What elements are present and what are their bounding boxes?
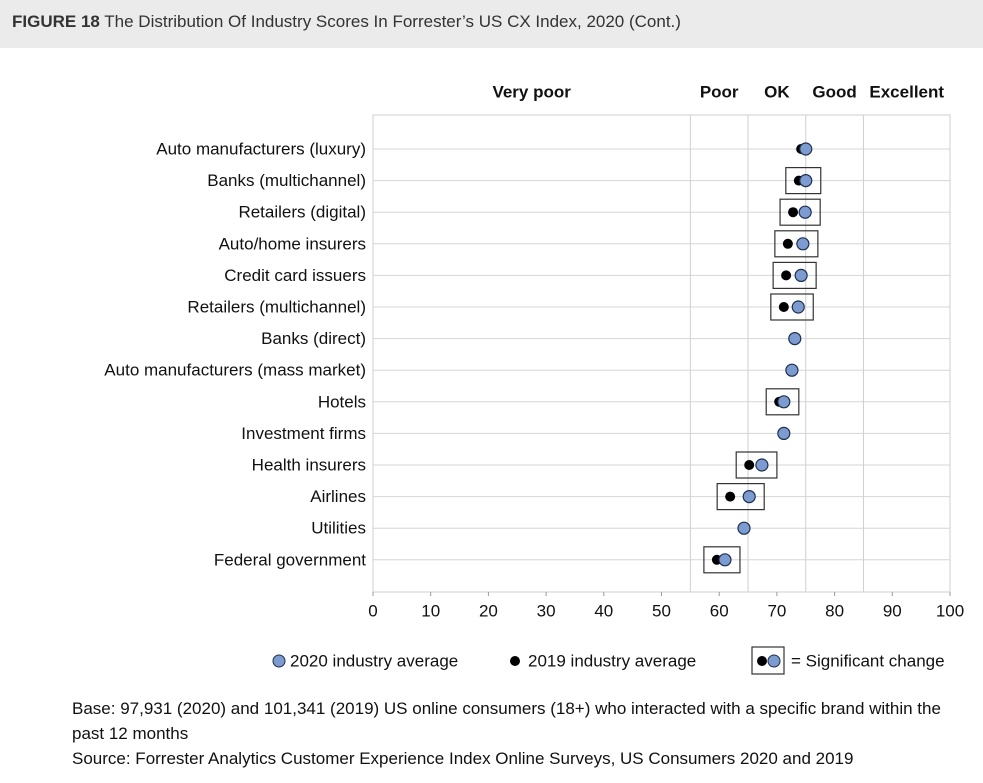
dot-2020 — [794, 268, 808, 282]
x-tick-label: 60 — [710, 601, 729, 620]
base-note: Base: 97,931 (2020) and 101,341 (2019) U… — [72, 699, 941, 743]
category-label: Retailers (digital) — [238, 203, 366, 222]
category-label: Retailers (multichannel) — [187, 297, 366, 316]
legend-box — [751, 646, 785, 675]
legend-marker — [510, 656, 520, 666]
category-label: Airlines — [310, 487, 366, 506]
dot-2020 — [755, 458, 769, 472]
category-label: Health insurers — [252, 455, 366, 474]
dot-2020 — [785, 363, 799, 377]
category-label: Utilities — [311, 519, 366, 538]
category-label: Banks (direct) — [261, 329, 366, 348]
dot-2020 — [742, 490, 756, 504]
dot-2019 — [725, 491, 736, 502]
zone-label: Poor — [700, 82, 739, 101]
category-label: Federal government — [214, 550, 366, 569]
x-tick-label: 100 — [936, 601, 964, 620]
significant-change-box — [703, 546, 741, 574]
category-label: Hotels — [318, 392, 366, 411]
chart: Very poor Poor OK Good Excellent 0 10 20 30 40 50 6… — [104, 82, 964, 675]
zone-label: Excellent — [869, 82, 944, 101]
significant-change-box — [765, 388, 800, 416]
zone-label: Very poor — [492, 82, 571, 101]
legend-label: 2019 industry average — [528, 651, 696, 670]
x-tick-label: 50 — [652, 601, 671, 620]
category-label: Banks (multichannel) — [207, 171, 366, 190]
x-tick-label: 80 — [825, 601, 844, 620]
legend: 2020 industry average 2019 industry aver… — [272, 646, 945, 675]
legend-label: = Significant change — [791, 651, 945, 670]
category-label: Auto/home insurers — [219, 234, 366, 253]
dot-2020 — [777, 395, 791, 409]
legend-marker — [757, 656, 767, 666]
dot-2020 — [718, 553, 732, 567]
zone-label: OK — [764, 82, 790, 101]
x-tick-label: 90 — [883, 601, 902, 620]
dot-2019 — [781, 270, 792, 281]
x-tick-label: 30 — [537, 601, 556, 620]
dot-2019 — [782, 238, 793, 249]
dot-2020 — [777, 426, 791, 440]
dot-2020 — [791, 300, 805, 314]
figure-title: The Distribution Of Industry Scores In F… — [104, 12, 681, 31]
significant-change-box — [735, 451, 778, 479]
dot-2020 — [798, 205, 812, 219]
significant-change-box — [785, 166, 822, 195]
significant-change-box — [772, 261, 817, 289]
significant-change-box — [774, 230, 819, 258]
dot-2020 — [788, 332, 802, 346]
x-tick-label: 0 — [368, 601, 377, 620]
dot-2019 — [778, 302, 789, 312]
dot-2020 — [737, 521, 751, 535]
category-label: Credit card issuers — [224, 266, 366, 285]
legend-marker — [767, 654, 781, 668]
category-label: Investment firms — [241, 424, 366, 443]
dot-2020 — [796, 237, 810, 251]
legend-label: 2020 industry average — [290, 651, 458, 670]
dot-2019 — [788, 207, 799, 218]
x-tick-label: 70 — [767, 601, 786, 620]
zone-label: Good — [812, 82, 856, 101]
category-label: Auto manufacturers (luxury) — [156, 139, 366, 158]
header: FIGURE 18 The Distribution Of Industry S… — [0, 0, 983, 48]
significant-change-box — [779, 198, 821, 226]
x-tick-label: 10 — [421, 601, 440, 620]
dot-2020 — [799, 174, 813, 188]
header-text: FIGURE 18 The Distribution Of Industry S… — [12, 12, 681, 32]
legend-marker — [272, 654, 286, 668]
figure-label: FIGURE 18 — [12, 12, 100, 31]
dot-2020 — [799, 142, 813, 156]
significant-change-box — [716, 483, 765, 511]
significant-change-box — [770, 293, 814, 321]
footnotes: Base: 97,931 (2020) and 101,341 (2019) U… — [72, 696, 972, 771]
source-note: Source: Forrester Analytics Customer Exp… — [72, 749, 854, 768]
x-tick-label: 20 — [479, 601, 498, 620]
x-tick-label: 40 — [594, 601, 613, 620]
dot-2019 — [744, 460, 755, 470]
category-label: Auto manufacturers (mass market) — [104, 361, 366, 380]
